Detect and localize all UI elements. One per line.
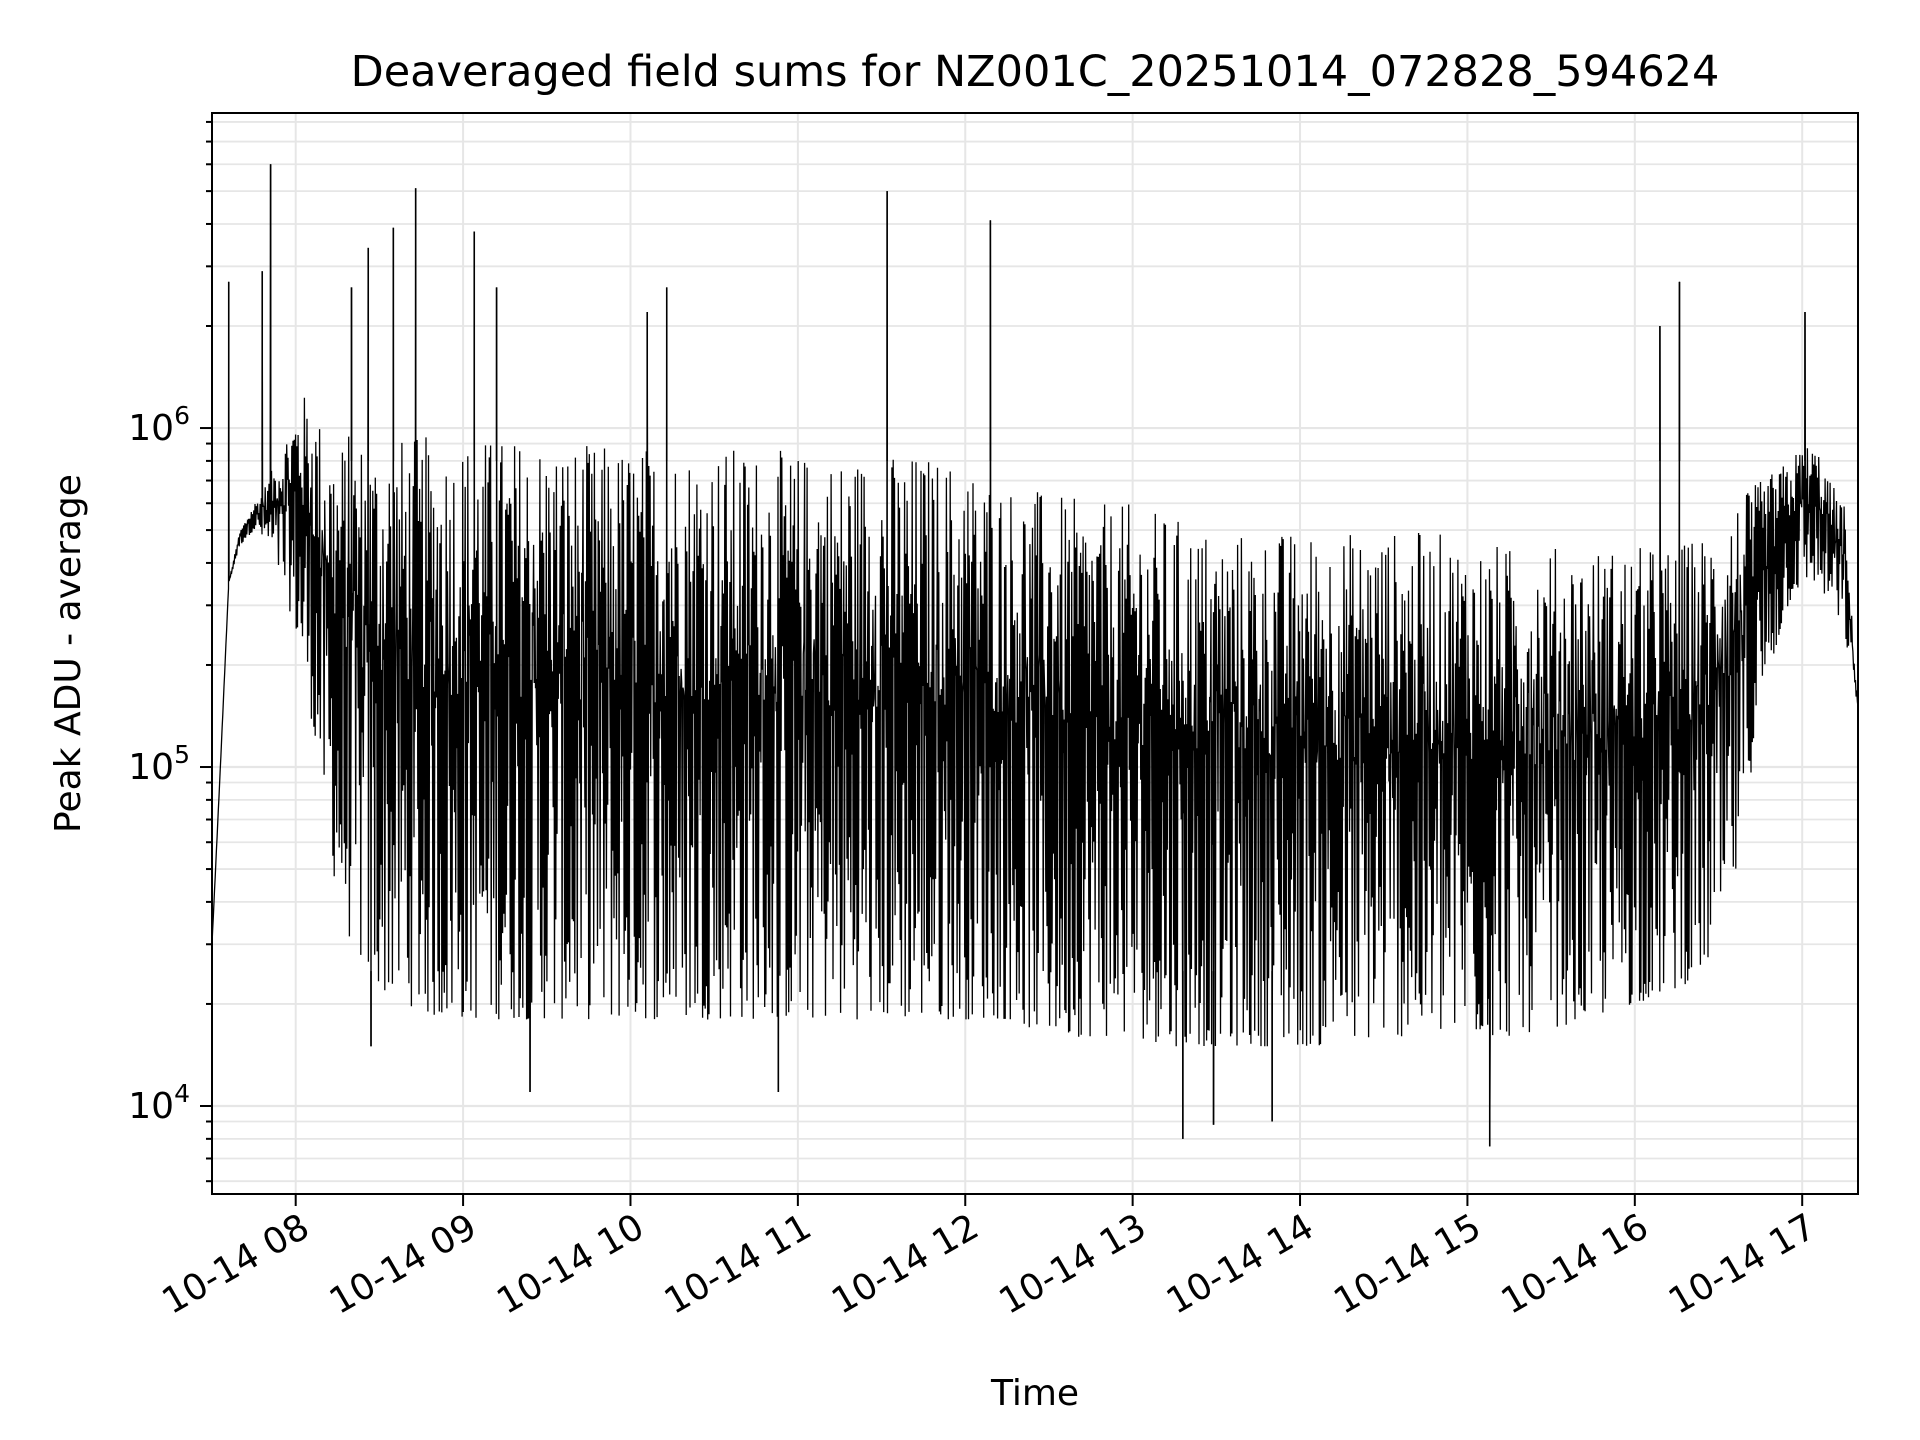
x-tick-label: 10-14 14: [1160, 1206, 1321, 1322]
plot-frame: [211, 112, 1859, 1195]
x-tick-label: 10-14 08: [156, 1206, 317, 1322]
x-tick-label: 10-14 13: [992, 1206, 1153, 1322]
x-tick-label: 10-14 17: [1662, 1206, 1823, 1322]
y-tick-label: 106: [128, 401, 190, 449]
series-path: [211, 164, 1859, 1147]
x-tick-label: 10-14 10: [490, 1206, 651, 1322]
x-tick-label: 10-14 09: [323, 1206, 484, 1322]
y-tick-label: 105: [128, 740, 190, 788]
x-tick-label: 10-14 12: [825, 1206, 986, 1322]
x-tick-label: 10-14 11: [658, 1206, 819, 1322]
chart-title: Deaveraged field sums for NZ001C_2025101…: [351, 47, 1720, 97]
x-tick-label: 10-14 16: [1495, 1206, 1656, 1322]
y-axis-label: Peak ADU - average: [48, 474, 89, 833]
x-tick-label: 10-14 15: [1327, 1206, 1488, 1322]
series-line: [211, 164, 1859, 1147]
y-tick-label: 104: [128, 1079, 190, 1127]
x-axis-label: Time: [990, 1373, 1079, 1414]
